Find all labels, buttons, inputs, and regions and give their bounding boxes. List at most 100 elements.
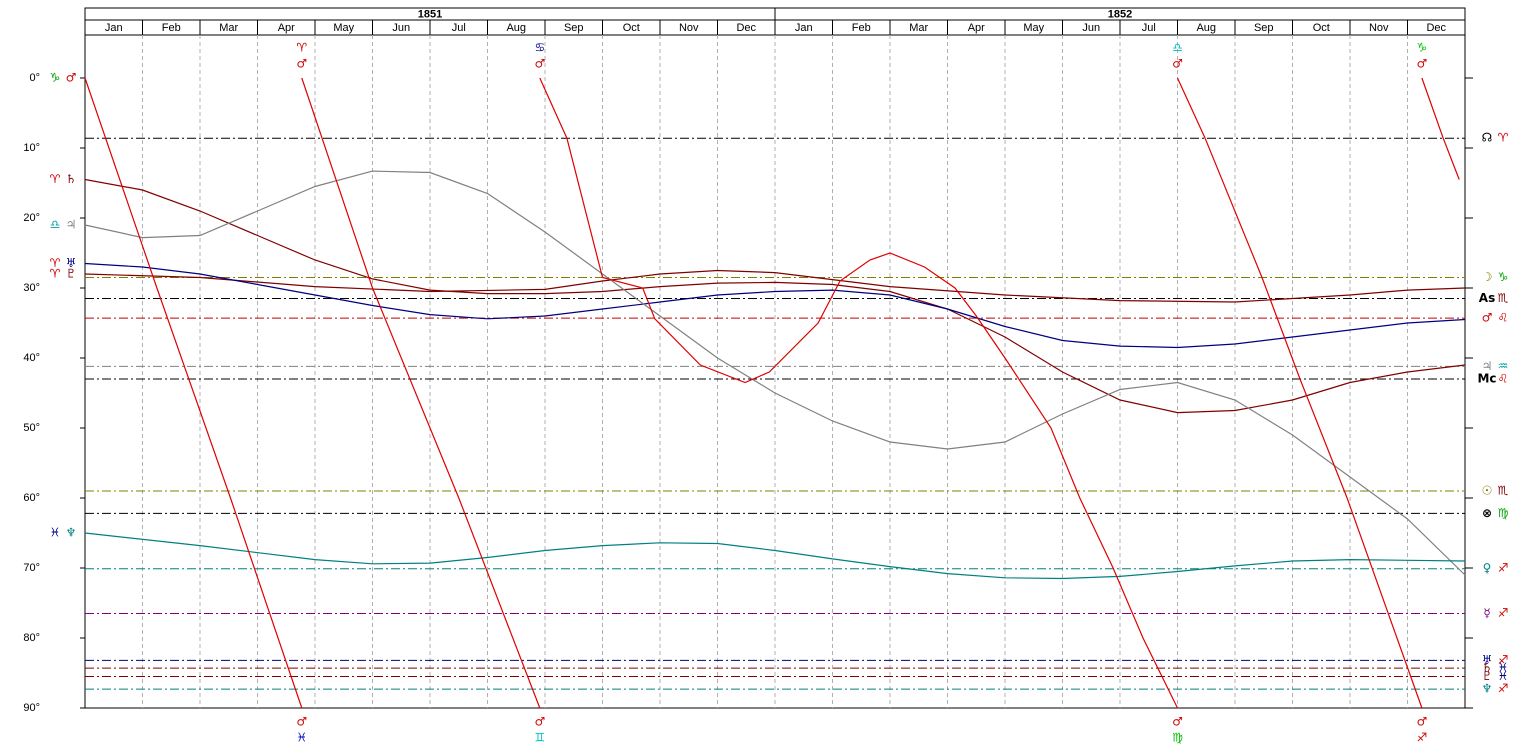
month-label: Sep: [564, 22, 584, 34]
month-label: Mar: [219, 22, 238, 34]
glyph: ♂: [1172, 715, 1183, 729]
month-label: Nov: [1369, 22, 1389, 34]
glyph: ☽: [1482, 270, 1493, 284]
glyph: ☉: [1482, 484, 1493, 498]
y-tick-label: 70°: [23, 562, 40, 574]
glyph: ♐: [1416, 731, 1427, 745]
month-label: Jan: [795, 22, 813, 34]
glyph: ♄: [66, 172, 77, 186]
series-line: [84, 170, 1466, 576]
series-line: [84, 178, 1466, 414]
month-label: Jul: [1142, 22, 1156, 34]
glyph: ♌: [1498, 311, 1509, 325]
glyph: ♓: [50, 526, 61, 540]
y-tick-label: 60°: [23, 492, 40, 504]
month-label: May: [333, 22, 354, 34]
glyph: ♂: [66, 71, 77, 85]
glyph: As: [1479, 291, 1495, 305]
glyph: ♐: [1498, 682, 1509, 696]
glyph: ♏: [1498, 484, 1509, 498]
glyph: ♌: [1498, 372, 1509, 386]
month-label: May: [1023, 22, 1044, 34]
glyph: ♑: [1416, 41, 1427, 55]
glyph: ♃: [66, 218, 77, 232]
glyph: ♈: [50, 172, 61, 186]
month-label: Oct: [1313, 22, 1330, 34]
series-line: [539, 77, 1179, 709]
glyph: ♇: [66, 267, 77, 281]
glyph: ♑: [1498, 270, 1509, 284]
glyph: ♂: [1416, 57, 1427, 71]
glyph: ♃: [1482, 359, 1493, 373]
glyph: ♂: [296, 57, 307, 71]
glyph: ♑: [50, 71, 61, 85]
glyph: Mc: [1477, 372, 1496, 386]
glyph: ♆: [1482, 682, 1493, 696]
glyph: ♂: [1416, 715, 1427, 729]
series-line: [301, 77, 541, 709]
glyph: ♒: [1498, 359, 1509, 373]
glyph: ♐: [1498, 653, 1509, 667]
y-tick-label: 30°: [23, 282, 40, 294]
glyph: ♅: [66, 256, 77, 270]
glyph: ⊗: [1482, 506, 1492, 520]
glyph: ♄: [1482, 661, 1493, 675]
glyph: ♀: [1483, 561, 1492, 575]
glyph: ♂: [534, 57, 545, 71]
month-label: Jun: [392, 22, 410, 34]
glyph: ♂: [1482, 311, 1493, 325]
year-label: 1852: [1108, 8, 1132, 20]
month-label: Aug: [506, 22, 526, 34]
month-label: Apr: [278, 22, 295, 34]
series-line: [84, 269, 1466, 303]
year-label: 1851: [418, 8, 442, 20]
glyph: ♈: [1498, 131, 1509, 145]
glyph: ♈: [50, 256, 61, 270]
glyph: ♇: [1482, 669, 1493, 683]
glyph: ☿: [1483, 606, 1490, 620]
glyph: ♐: [1498, 561, 1509, 575]
y-tick-label: 90°: [23, 702, 40, 714]
glyph: ♆: [66, 526, 77, 540]
month-label: Jun: [1082, 22, 1100, 34]
month-label: Jan: [105, 22, 123, 34]
glyph: ♓: [296, 731, 307, 745]
month-label: Feb: [162, 22, 181, 34]
glyph: ♂: [296, 715, 307, 729]
y-tick-label: 50°: [23, 422, 40, 434]
y-tick-label: 10°: [23, 142, 40, 154]
glyph: ♈: [50, 267, 61, 281]
y-tick-label: 20°: [23, 212, 40, 224]
glyph: ♍: [1172, 731, 1183, 745]
glyph: ♎: [1172, 41, 1183, 55]
glyph: ☊: [1482, 131, 1493, 145]
month-label: Apr: [968, 22, 985, 34]
month-label: Feb: [852, 22, 871, 34]
glyph: ♂: [534, 715, 545, 729]
month-label: Dec: [1426, 22, 1446, 34]
y-tick-label: 40°: [23, 352, 40, 364]
glyph: ♎: [50, 218, 61, 232]
glyph: ♍: [1498, 506, 1509, 520]
series-line: [84, 77, 303, 709]
series-line: [84, 262, 1466, 349]
series-line: [84, 532, 1466, 580]
glyph: ♋: [534, 41, 545, 55]
month-label: Mar: [909, 22, 928, 34]
month-label: Aug: [1196, 22, 1216, 34]
month-label: Sep: [1254, 22, 1274, 34]
glyph: ♂: [1172, 57, 1183, 71]
glyph: ♊: [534, 731, 545, 745]
month-label: Jul: [452, 22, 466, 34]
series-line: [1421, 77, 1460, 180]
month-label: Nov: [679, 22, 699, 34]
month-label: Oct: [623, 22, 640, 34]
glyph: ♓: [1498, 661, 1509, 675]
glyph: ♓: [1498, 669, 1509, 683]
y-tick-label: 80°: [23, 632, 40, 644]
glyph: ♅: [1482, 653, 1493, 667]
month-label: Dec: [736, 22, 756, 34]
glyph: ♏: [1498, 291, 1509, 305]
glyph: ♈: [296, 41, 307, 55]
